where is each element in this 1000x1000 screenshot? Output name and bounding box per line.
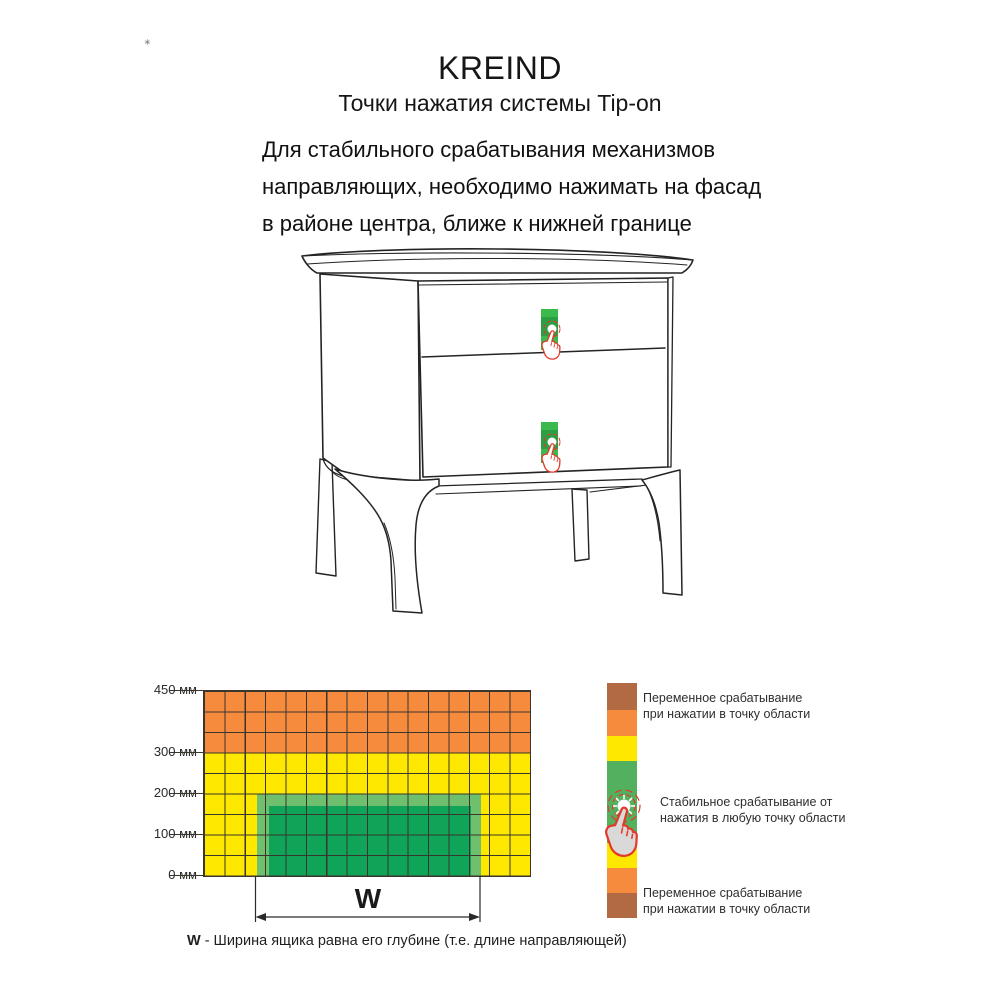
brand-title: KREIND xyxy=(438,50,562,86)
legend-tap-hand-icon xyxy=(598,789,650,858)
legend-entry-variable-top: Переменное срабатывание при нажатии в то… xyxy=(643,691,810,722)
press-zone-lower xyxy=(537,422,568,476)
tick-line xyxy=(170,751,203,753)
legend-line: при нажатии в точку области xyxy=(643,706,811,721)
press-zone-chart xyxy=(203,690,531,877)
front-right-leg xyxy=(641,469,683,596)
legend-line: нажатия в любую точку области xyxy=(660,810,846,825)
legend-seg-orange xyxy=(607,868,637,893)
tick-line xyxy=(170,792,203,794)
caption-w: W xyxy=(187,933,201,949)
back-right-leg xyxy=(571,488,590,562)
page-title: Точки нажатия системы Tip-on xyxy=(338,90,662,116)
press-zone-upper xyxy=(537,309,568,363)
w-dimension-label: W xyxy=(354,883,382,914)
side-panel xyxy=(319,273,421,482)
legend-line: Стабильное срабатывание от xyxy=(660,795,833,809)
legend-seg-brown xyxy=(607,893,637,918)
intro-line: Для стабильного срабатывания механизмов xyxy=(262,137,716,162)
back-left-leg xyxy=(315,458,337,577)
intro-line: в районе центра, ближе к нижней границе xyxy=(262,211,692,236)
grid-lines xyxy=(204,691,530,876)
tick-line xyxy=(170,690,203,691)
legend-entry-stable: Стабильное срабатывание от нажатия в люб… xyxy=(660,795,845,826)
right-edge xyxy=(667,276,674,468)
front-left-leg xyxy=(334,468,440,614)
intro-line: направляющих, необходимо нажимать на фас… xyxy=(262,174,762,199)
tick-line xyxy=(170,833,203,835)
legend-seg-orange xyxy=(607,710,637,736)
chart-caption: W- Ширина ящика равна его глубине (т.е. … xyxy=(187,933,627,949)
nightstand-drawing xyxy=(301,248,694,614)
w-dimension-arrow xyxy=(254,876,481,922)
ytick-450: 450 мм xyxy=(153,682,197,697)
caption-text: - Ширина ящика равна его глубине (т.е. д… xyxy=(204,933,627,949)
tick-line xyxy=(170,874,203,876)
legend-seg-brown xyxy=(607,683,637,710)
legend-line: Переменное срабатывание xyxy=(643,886,803,900)
intro-paragraph: Для стабильного срабатывания механизмов … xyxy=(262,131,782,242)
stray-mark: ✳ xyxy=(144,38,151,47)
legend-seg-yellow xyxy=(607,736,637,761)
legend-line: при нажатии в точку области xyxy=(643,901,811,916)
legend-entry-variable-bottom: Переменное срабатывание при нажатии в то… xyxy=(643,886,810,917)
legend-line: Переменное срабатывание xyxy=(643,691,803,705)
